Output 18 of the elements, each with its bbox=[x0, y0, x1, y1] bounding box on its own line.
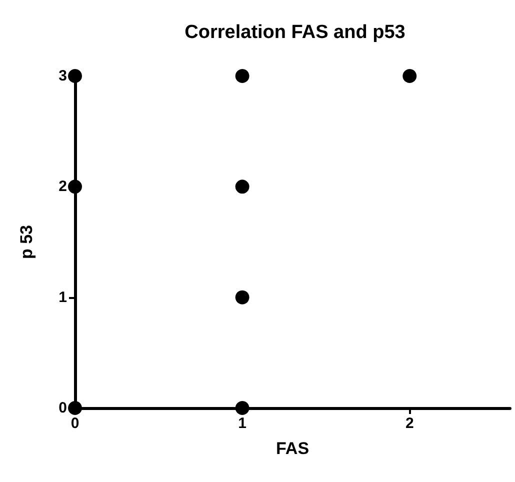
point bbox=[235, 180, 250, 194]
y-tick-label: 2 bbox=[58, 178, 67, 196]
x-tick-label: 1 bbox=[238, 415, 246, 432]
y-axis-title: p 53 bbox=[17, 224, 36, 260]
x-tick-label: 2 bbox=[405, 415, 414, 432]
y-tick-label: 1 bbox=[58, 288, 67, 306]
point bbox=[402, 69, 417, 83]
point bbox=[235, 401, 250, 415]
point bbox=[68, 180, 82, 194]
y-tick-label: 0 bbox=[58, 400, 67, 416]
chart-title: Correlation FAS and p53 bbox=[184, 22, 406, 43]
point bbox=[68, 69, 82, 83]
point bbox=[235, 290, 250, 304]
y-tick-label: 3 bbox=[58, 68, 67, 84]
point bbox=[235, 69, 250, 83]
point bbox=[68, 401, 82, 415]
x-tick-label: 0 bbox=[70, 415, 80, 432]
x-axis-title: FAS bbox=[276, 439, 310, 458]
